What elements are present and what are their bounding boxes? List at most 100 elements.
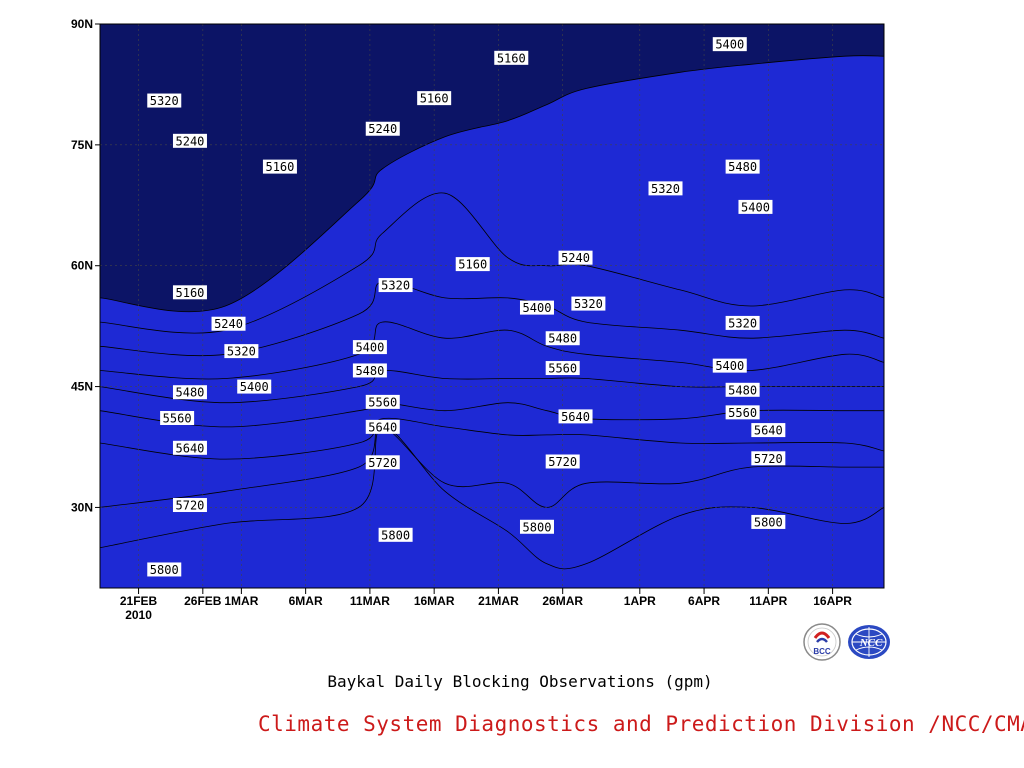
plot-frame (99, 23, 885, 589)
contour-label: 5560 (365, 394, 400, 409)
contour-label: 5480 (545, 331, 580, 346)
ncc-logo-text: NCC (859, 637, 883, 649)
contour-label: 5320 (725, 315, 760, 330)
contour-label: 5240 (558, 250, 593, 265)
x-tick-label: 16APR (813, 594, 852, 608)
contour-label-bg (262, 159, 297, 174)
contour-label: 5560 (545, 361, 580, 376)
band-fill-5160 (100, 55, 884, 588)
x-tick-label: 11MAR (350, 594, 390, 608)
contour-label: 5400 (712, 37, 747, 52)
contour-line-5320 (100, 281, 884, 357)
bcc-logo: BCC (802, 622, 846, 662)
contour-label-text: 5320 (150, 94, 179, 108)
contour-label-bg (352, 340, 387, 355)
contour-label: 5800 (378, 527, 413, 542)
contour-label-text: 5320 (381, 279, 410, 293)
contour-label-text: 5320 (728, 316, 757, 330)
bcc-logo-text: BCC (813, 647, 831, 656)
y-tick-label: 45N (71, 380, 93, 394)
contour-label-bg (172, 133, 207, 148)
contour-label-text: 5400 (715, 38, 744, 52)
contour-label-bg (545, 331, 580, 346)
contour-label-text: 5560 (548, 362, 577, 376)
x-tick-label: 26FEB (184, 594, 222, 608)
contour-label-bg (172, 440, 207, 455)
contour-label: 5720 (751, 451, 786, 466)
contour-label-text: 5800 (754, 515, 783, 529)
contour-label-text: 5800 (523, 520, 552, 534)
contour-label-text: 5640 (368, 420, 397, 434)
contour-line-5240 (100, 192, 884, 334)
contour-label: 5240 (365, 121, 400, 136)
contour-line-5720 (100, 426, 884, 508)
contour-label-text: 5640 (561, 410, 590, 424)
contour-label: 5160 (262, 159, 297, 174)
contour-label-bg (417, 91, 452, 106)
contour-label: 5400 (519, 300, 554, 315)
contour-label-bg (725, 382, 760, 397)
contour-label-text: 5160 (458, 258, 487, 272)
contour-label-text: 5400 (741, 200, 770, 214)
contour-label: 5720 (172, 498, 207, 513)
x-tick-label: 16MAR (414, 594, 455, 608)
contour-label-bg (751, 514, 786, 529)
x-tick-label: 21FEB (120, 594, 158, 608)
contour-label: 5720 (545, 454, 580, 469)
contour-label-text: 5400 (523, 301, 552, 315)
contour-label-text: 5320 (651, 182, 680, 196)
contour-label-text: 5720 (368, 456, 397, 470)
contour-label: 5640 (751, 423, 786, 438)
contour-label-text: 5320 (227, 345, 256, 359)
contour-label-bg (712, 358, 747, 373)
contour-label: 5800 (519, 519, 554, 534)
contour-label: 5320 (648, 181, 683, 196)
contour-label: 5160 (417, 91, 452, 106)
contour-label-text: 5720 (754, 452, 783, 466)
contour-label-bg (545, 454, 580, 469)
contour-label: 5800 (147, 562, 182, 577)
contour-label-bg (519, 519, 554, 534)
contour-label-text: 5400 (240, 380, 269, 394)
contour-label-text: 5640 (176, 441, 205, 455)
contour-label-bg (237, 379, 272, 394)
contour-label-bg (365, 455, 400, 470)
x-tick-label: 26MAR (542, 594, 583, 608)
contour-label: 5160 (172, 285, 207, 300)
contour-label: 5400 (738, 199, 773, 214)
contour-line-5160 (100, 55, 884, 313)
contour-label-text: 5160 (420, 92, 449, 106)
contour-label-bg (172, 498, 207, 513)
y-tick-label: 75N (71, 138, 93, 152)
band-fill-5880 (100, 590, 884, 723)
x-tick-label: 6MAR (289, 594, 323, 608)
contour-label-bg (725, 405, 760, 420)
contour-label: 5720 (365, 455, 400, 470)
contour-label-bg (455, 257, 490, 272)
contour-label-text: 5320 (574, 297, 603, 311)
contour-label-text: 5240 (214, 317, 243, 331)
contour-label-bg (725, 315, 760, 330)
contour-label-bg (738, 199, 773, 214)
x-tick-sublabel: 2010 (125, 608, 152, 622)
contour-label-bg (519, 300, 554, 315)
x-tick-label: 1MAR (224, 594, 258, 608)
contour-label: 5400 (352, 340, 387, 355)
contour-label-bg (494, 50, 529, 65)
contour-label: 5800 (751, 514, 786, 529)
contour-label-bg (365, 419, 400, 434)
figure-caption: Baykal Daily Blocking Observations (gpm) (327, 672, 713, 691)
contour-label-bg (172, 385, 207, 400)
contour-label-text: 5400 (355, 341, 384, 355)
contour-label: 5400 (712, 358, 747, 373)
credit-line: Climate System Diagnostics and Predictio… (258, 712, 1024, 736)
x-tick-label: 1APR (624, 594, 656, 608)
contour-label-bg (378, 278, 413, 293)
contour-label: 5480 (725, 159, 760, 174)
contour-label: 5560 (725, 405, 760, 420)
contour-label-bg (571, 296, 606, 311)
contour-line-5640 (100, 417, 884, 460)
contour-label-bg (545, 361, 580, 376)
contour-label: 5240 (211, 316, 246, 331)
